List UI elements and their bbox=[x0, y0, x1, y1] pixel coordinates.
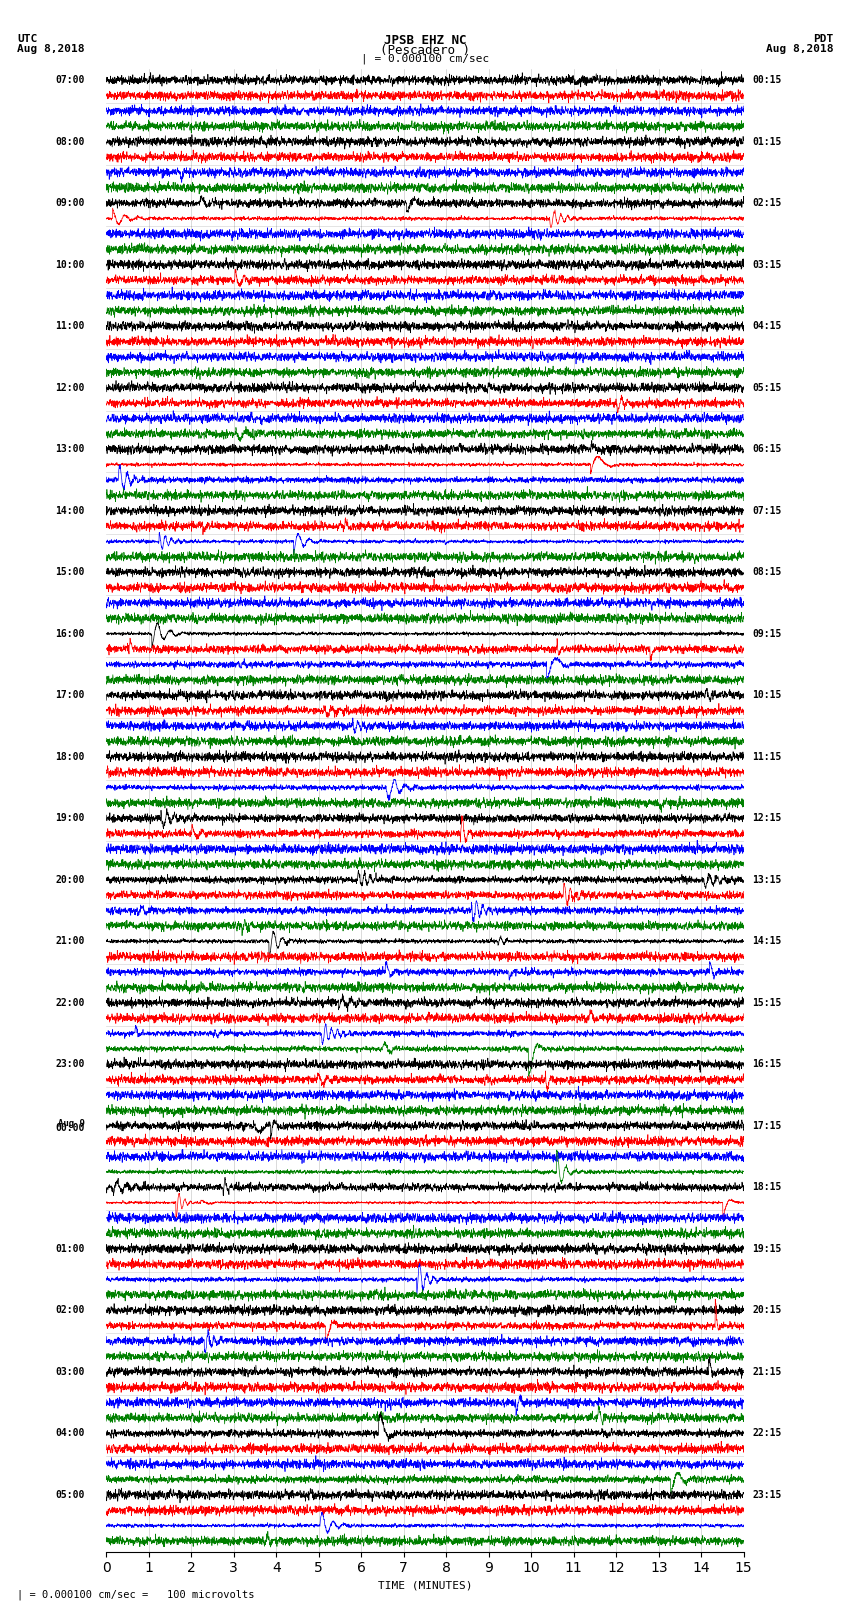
Text: 09:15: 09:15 bbox=[752, 629, 782, 639]
Text: 07:00: 07:00 bbox=[55, 76, 85, 85]
Text: 01:15: 01:15 bbox=[752, 137, 782, 147]
Text: 18:00: 18:00 bbox=[55, 752, 85, 761]
Text: 21:15: 21:15 bbox=[752, 1366, 782, 1378]
Text: 16:15: 16:15 bbox=[752, 1060, 782, 1069]
Text: 13:15: 13:15 bbox=[752, 874, 782, 884]
Text: 21:00: 21:00 bbox=[55, 936, 85, 947]
X-axis label: TIME (MINUTES): TIME (MINUTES) bbox=[377, 1581, 473, 1590]
Text: 23:00: 23:00 bbox=[55, 1060, 85, 1069]
Text: JPSB EHZ NC: JPSB EHZ NC bbox=[383, 34, 467, 47]
Text: 11:00: 11:00 bbox=[55, 321, 85, 331]
Text: 12:00: 12:00 bbox=[55, 382, 85, 392]
Text: Aug 8,2018: Aug 8,2018 bbox=[17, 44, 84, 53]
Text: 10:15: 10:15 bbox=[752, 690, 782, 700]
Text: 10:00: 10:00 bbox=[55, 260, 85, 269]
Text: 20:15: 20:15 bbox=[752, 1305, 782, 1315]
Text: Aug 8,2018: Aug 8,2018 bbox=[766, 44, 833, 53]
Text: 04:15: 04:15 bbox=[752, 321, 782, 331]
Text: 06:15: 06:15 bbox=[752, 444, 782, 455]
Text: 13:00: 13:00 bbox=[55, 444, 85, 455]
Text: 04:00: 04:00 bbox=[55, 1428, 85, 1439]
Text: 17:00: 17:00 bbox=[55, 690, 85, 700]
Text: 05:15: 05:15 bbox=[752, 382, 782, 392]
Text: 00:00: 00:00 bbox=[55, 1123, 85, 1132]
Text: 02:00: 02:00 bbox=[55, 1305, 85, 1315]
Text: 15:15: 15:15 bbox=[752, 998, 782, 1008]
Text: 03:15: 03:15 bbox=[752, 260, 782, 269]
Text: 11:15: 11:15 bbox=[752, 752, 782, 761]
Text: 19:15: 19:15 bbox=[752, 1244, 782, 1253]
Text: 02:15: 02:15 bbox=[752, 198, 782, 208]
Text: (Pescadero ): (Pescadero ) bbox=[380, 44, 470, 56]
Text: 14:15: 14:15 bbox=[752, 936, 782, 947]
Text: 17:15: 17:15 bbox=[752, 1121, 782, 1131]
Text: 07:15: 07:15 bbox=[752, 506, 782, 516]
Text: 08:15: 08:15 bbox=[752, 568, 782, 577]
Text: UTC: UTC bbox=[17, 34, 37, 44]
Text: 08:00: 08:00 bbox=[55, 137, 85, 147]
Text: 22:15: 22:15 bbox=[752, 1428, 782, 1439]
Text: 12:15: 12:15 bbox=[752, 813, 782, 823]
Text: 01:00: 01:00 bbox=[55, 1244, 85, 1253]
Text: 16:00: 16:00 bbox=[55, 629, 85, 639]
Text: Aug 9: Aug 9 bbox=[58, 1119, 85, 1127]
Text: 23:15: 23:15 bbox=[752, 1490, 782, 1500]
Text: 14:00: 14:00 bbox=[55, 506, 85, 516]
Text: 19:00: 19:00 bbox=[55, 813, 85, 823]
Text: 03:00: 03:00 bbox=[55, 1366, 85, 1378]
Text: | = 0.000100 cm/sec: | = 0.000100 cm/sec bbox=[361, 53, 489, 65]
Text: PDT: PDT bbox=[813, 34, 833, 44]
Text: 09:00: 09:00 bbox=[55, 198, 85, 208]
Text: 15:00: 15:00 bbox=[55, 568, 85, 577]
Text: 05:00: 05:00 bbox=[55, 1490, 85, 1500]
Text: | = 0.000100 cm/sec =   100 microvolts: | = 0.000100 cm/sec = 100 microvolts bbox=[17, 1589, 254, 1600]
Text: 18:15: 18:15 bbox=[752, 1182, 782, 1192]
Text: 20:00: 20:00 bbox=[55, 874, 85, 884]
Text: 22:00: 22:00 bbox=[55, 998, 85, 1008]
Text: 00:15: 00:15 bbox=[752, 76, 782, 85]
